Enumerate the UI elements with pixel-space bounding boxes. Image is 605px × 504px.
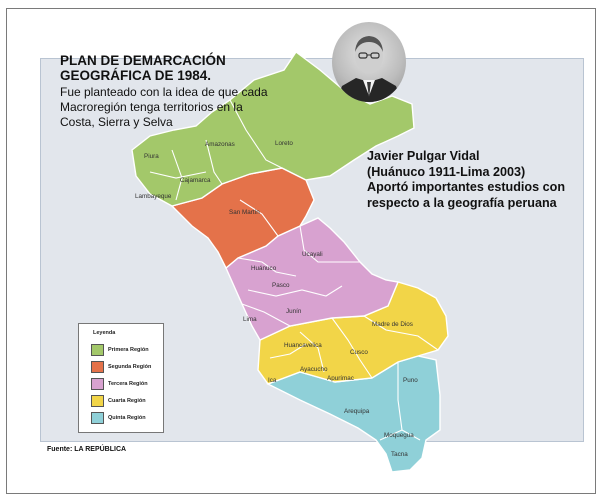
department-borders bbox=[149, 99, 439, 441]
label-san-martin: San Martín bbox=[229, 209, 260, 216]
legend-label-tercera: Tercera Región bbox=[108, 381, 148, 387]
legend-swatch-primera bbox=[91, 344, 104, 356]
map-legend: Leyenda Primera Región Segunda Región Te… bbox=[78, 323, 164, 433]
legend-swatch-segunda bbox=[91, 361, 104, 373]
portrait-photo bbox=[332, 22, 406, 102]
legend-item-primera: Primera Región bbox=[91, 344, 149, 356]
label-moquegua: Moquegua bbox=[384, 432, 414, 439]
caption-name: Javier Pulgar Vidal bbox=[367, 149, 480, 163]
label-ica: Ica bbox=[268, 377, 277, 384]
label-lambayeque: Lambayeque bbox=[135, 193, 172, 200]
label-arequipa: Arequipa bbox=[344, 408, 370, 415]
label-puno: Puno bbox=[403, 377, 418, 384]
legend-title: Leyenda bbox=[93, 330, 116, 336]
title-line-1: PLAN DE DEMARCACIÓN bbox=[60, 53, 226, 68]
legend-label-segunda: Segunda Región bbox=[108, 364, 152, 370]
legend-label-primera: Primera Región bbox=[108, 347, 149, 353]
label-tacna: Tacna bbox=[391, 451, 408, 458]
legend-swatch-quinta bbox=[91, 412, 104, 424]
label-madre-de-dios: Madre de Dios bbox=[372, 321, 413, 328]
label-huanuco: Huánuco bbox=[251, 265, 277, 272]
legend-label-quinta: Quinta Región bbox=[108, 415, 146, 421]
legend-item-segunda: Segunda Región bbox=[91, 361, 151, 373]
legend-item-quinta: Quinta Región bbox=[91, 412, 146, 424]
portrait-caption: Javier Pulgar Vidal (Huánuco 1911-Lima 2… bbox=[367, 149, 565, 211]
label-piura: Piura bbox=[144, 153, 159, 160]
label-amazonas: Amazonas bbox=[205, 141, 235, 148]
legend-label-cuarta: Cuarta Región bbox=[108, 398, 146, 404]
label-apurimac: Apurímac bbox=[327, 375, 354, 382]
label-huancavelica: Huancavelica bbox=[284, 342, 322, 349]
label-ayacucho: Ayacucho bbox=[300, 366, 328, 373]
label-junin: Junín bbox=[286, 308, 302, 315]
caption-line-4: respecto a la geografía peruana bbox=[367, 195, 557, 210]
caption-line-3: Aportó importantes estudios con bbox=[367, 180, 566, 194]
caption-dates: (Huánuco 1911-Lima 2003) bbox=[367, 164, 526, 179]
label-cajamarca: Cajamarca bbox=[180, 177, 211, 184]
legend-swatch-tercera bbox=[91, 378, 104, 390]
map-title: PLAN DE DEMARCACIÓN GEOGRÁFICA DE 1984. bbox=[60, 53, 226, 83]
legend-swatch-cuarta bbox=[91, 395, 104, 407]
label-ucayali: Ucayali bbox=[302, 251, 323, 258]
legend-item-cuarta: Cuarta Región bbox=[91, 395, 146, 407]
source-credit: Fuente: LA REPÚBLICA bbox=[47, 446, 127, 453]
title-line-2: GEOGRÁFICA DE 1984. bbox=[60, 68, 212, 83]
map-subtitle: Fue planteado con la idea de que cada Ma… bbox=[60, 85, 268, 129]
label-pasco: Pasco bbox=[272, 282, 290, 289]
label-cusco: Cusco bbox=[350, 349, 368, 356]
label-lima: Lima bbox=[243, 316, 257, 323]
legend-item-tercera: Tercera Región bbox=[91, 378, 148, 390]
label-loreto: Loreto bbox=[275, 140, 293, 147]
